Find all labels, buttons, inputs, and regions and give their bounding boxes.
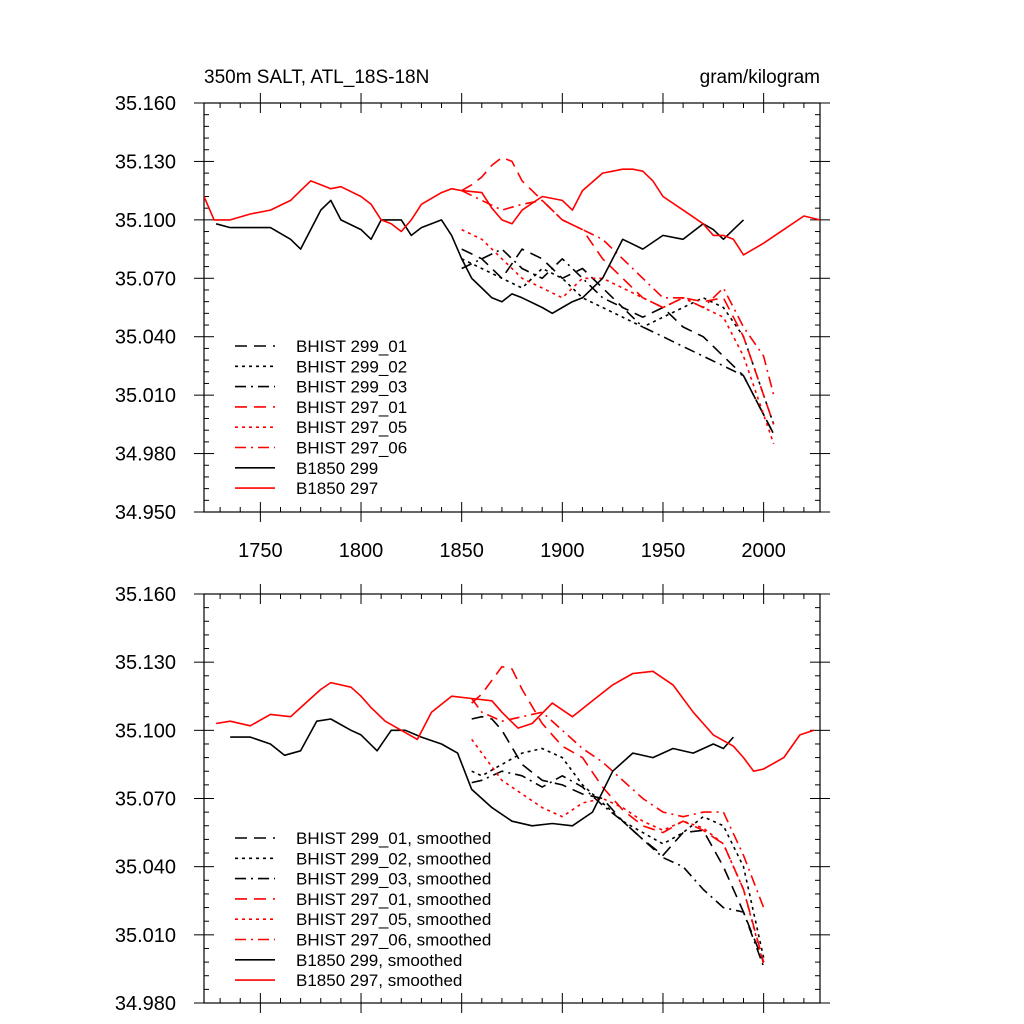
legend-label: BHIST 299_03: [296, 378, 407, 397]
series-line-bhist-299-03-smoothed: [471, 770, 765, 967]
chart-bottom-panel: 34.980 35.010 35.040 35.070 35.100 35.130 35.1…: [115, 584, 830, 1015]
legend-label: BHIST 299_02, smoothed: [296, 849, 491, 868]
series-line-bhist-297-01: [461, 156, 775, 425]
chart-title: 350m SALT, ATL_18S-18N: [204, 67, 429, 88]
y-tick-label: 35.010: [115, 925, 176, 947]
series-line-b1850-297: [204, 168, 820, 256]
legend-label: BHIST 299_01, smoothed: [296, 829, 491, 848]
y-tick-label: 35.040: [115, 327, 176, 349]
x-tick-label: 1800: [339, 540, 384, 562]
legend-label: BHIST 297_06: [296, 439, 407, 458]
legend-label: BHIST 297_01: [296, 398, 407, 417]
series-group: [215, 665, 815, 967]
y-tick-label: 35.130: [115, 151, 176, 173]
legend-label: BHIST 299_03, smoothed: [296, 870, 491, 889]
y-tick-label: 35.100: [115, 210, 176, 232]
y-tick-label: 34.950: [115, 502, 176, 524]
legend-label: BHIST 297_01, smoothed: [296, 890, 491, 909]
y-tick-label: 35.130: [115, 652, 176, 674]
y-tick-label: 35.160: [115, 584, 176, 606]
series-line-bhist-299-03: [461, 248, 775, 435]
chart-top-panel: 350m SALT, ATL_18S-18N gram/kilogram 175…: [115, 67, 830, 562]
legend-label: BHIST 299_02: [296, 357, 407, 376]
x-tick-label: 1850: [439, 540, 484, 562]
legend-label: BHIST 297_06, smoothed: [296, 931, 491, 950]
legend-label: B1850 299: [296, 459, 378, 478]
legend-label: B1850 297, smoothed: [296, 971, 462, 990]
series-line-bhist-299-02-smoothed: [471, 747, 765, 958]
series-line-bhist-297-06-smoothed: [471, 698, 765, 908]
y-tick-label: 35.160: [115, 93, 176, 115]
series-line-bhist-297-06: [461, 189, 775, 396]
y-tick-label: 35.010: [115, 385, 176, 407]
series-line-bhist-299-01: [461, 248, 775, 435]
series-line-bhist-297-05: [461, 228, 775, 445]
x-tick-label: 1750: [238, 540, 283, 562]
y-tick-label: 35.070: [115, 268, 176, 290]
series-line-b1850-297-smoothed: [215, 670, 815, 773]
series-line-b1850-299: [215, 199, 745, 315]
y-tick-label: 35.100: [115, 720, 176, 742]
y-tick-label: 35.040: [115, 857, 176, 879]
series-line-bhist-299-01-smoothed: [471, 715, 765, 963]
series-line-bhist-297-01-smoothed: [471, 665, 765, 963]
series-group: [204, 156, 820, 445]
x-tick-label: 1950: [641, 540, 686, 562]
y-tick-label: 35.070: [115, 789, 176, 811]
y-tick-label: 34.980: [115, 993, 176, 1015]
legend-label: B1850 297: [296, 479, 378, 498]
legend-label: B1850 299, smoothed: [296, 951, 462, 970]
y-tick-label: 34.980: [115, 444, 176, 466]
x-tick-label: 2000: [741, 540, 786, 562]
series-line-b1850-299-smoothed: [230, 718, 735, 827]
legend-label: BHIST 297_05: [296, 418, 407, 437]
series-line-bhist-297-05-smoothed: [471, 738, 765, 965]
x-tick-label: 1900: [540, 540, 585, 562]
legend-label: BHIST 299_01: [296, 337, 407, 356]
plot-frame: [203, 102, 821, 513]
series-line-bhist-299-02: [461, 258, 775, 425]
chart-units: gram/kilogram: [700, 67, 820, 88]
legend-label: BHIST 297_05, smoothed: [296, 910, 491, 929]
